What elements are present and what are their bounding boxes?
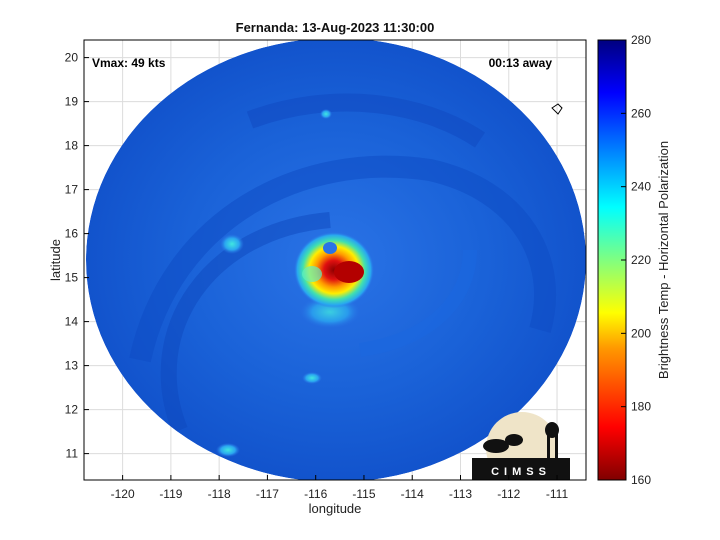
y-tick-label: 18 (65, 139, 79, 153)
x-tick-label: -119 (159, 487, 182, 501)
x-tick-label: -113 (449, 487, 472, 501)
y-tick-label: 12 (65, 403, 79, 417)
y-tick-label: 20 (65, 51, 79, 65)
time-offset-label: 00:13 away (489, 56, 553, 70)
colorbar-tick-label: 160 (631, 473, 651, 487)
cimss-logo: CIMSS (472, 412, 570, 480)
y-tick-label: 13 (65, 359, 79, 373)
microwave-swath (86, 40, 586, 480)
plot-frame (83, 39, 587, 481)
colorbar-tick-label: 280 (631, 33, 651, 47)
x-axis-ticks: -120 -119 -118 -117 -116 -115 -114 -113 -112 -111 (111, 475, 569, 501)
x-tick-label: -114 (401, 487, 424, 501)
x-tick-label: -115 (352, 487, 375, 501)
colorbar-tick-label: 200 (631, 326, 651, 340)
x-tick-label: -117 (256, 487, 279, 501)
y-tick-label: 17 (65, 183, 79, 197)
y-axis-label: latitude (48, 239, 63, 281)
y-tick-label: 14 (65, 315, 79, 329)
figure-title: Fernanda: 13-Aug-2023 11:30:00 (236, 20, 435, 35)
y-tick-label: 11 (66, 447, 79, 461)
colorbar: 280 260 240 220 200 180 160 Brightness Temp - … (597, 33, 671, 487)
y-tick-label: 19 (65, 95, 79, 109)
storm-core (294, 232, 374, 308)
y-axis-ticks: 20 19 18 17 16 15 14 13 12 11 (65, 51, 89, 461)
colorbar-tick-label: 220 (631, 253, 651, 267)
x-tick-label: -112 (497, 487, 520, 501)
colorbar-tick-label: 260 (631, 106, 651, 120)
x-tick-label: -116 (304, 487, 327, 501)
colorbar-tick-label: 180 (631, 400, 651, 414)
x-tick-label: -118 (208, 487, 231, 501)
x-tick-label: -111 (546, 487, 569, 501)
island-outline (551, 103, 563, 115)
y-tick-label: 15 (65, 271, 79, 285)
x-tick-label: -120 (111, 487, 135, 501)
y-tick-label: 16 (65, 227, 79, 241)
colorbar-ticks: 280 260 240 220 200 180 160 (621, 33, 651, 487)
logo-text: CIMSS (491, 466, 551, 478)
colorbar-label: Brightness Temp - Horizontal Polarizatio… (656, 141, 671, 379)
colorbar-tick-label: 240 (631, 180, 651, 194)
vmax-label: Vmax: 49 kts (92, 56, 166, 70)
x-axis-label: longitude (309, 501, 362, 516)
